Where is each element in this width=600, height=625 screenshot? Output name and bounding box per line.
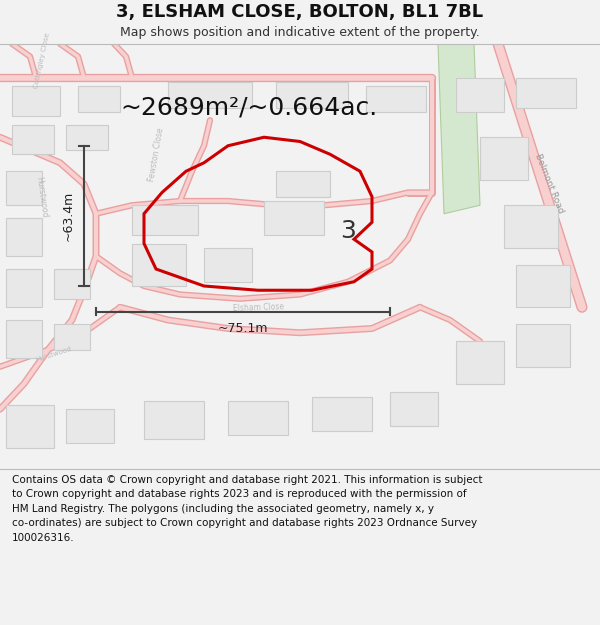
Polygon shape — [54, 324, 90, 350]
Polygon shape — [504, 205, 558, 248]
Text: Fewston Close: Fewston Close — [147, 127, 165, 182]
Text: Hurstwood: Hurstwood — [35, 176, 49, 218]
Polygon shape — [438, 44, 480, 214]
Polygon shape — [6, 269, 42, 308]
Polygon shape — [312, 396, 372, 431]
Polygon shape — [132, 244, 186, 286]
Text: Cottingley Close: Cottingley Close — [33, 32, 51, 89]
Text: ~2689m²/~0.664ac.: ~2689m²/~0.664ac. — [120, 96, 377, 119]
Polygon shape — [168, 82, 252, 107]
Text: ~63.4m: ~63.4m — [62, 191, 75, 241]
Polygon shape — [516, 265, 570, 308]
Text: Contains OS data © Crown copyright and database right 2021. This information is : Contains OS data © Crown copyright and d… — [12, 475, 482, 542]
Polygon shape — [132, 205, 198, 235]
Text: Map shows position and indicative extent of the property.: Map shows position and indicative extent… — [120, 26, 480, 39]
Polygon shape — [480, 138, 528, 180]
Polygon shape — [516, 324, 570, 367]
Text: Belmont Road: Belmont Road — [533, 153, 565, 215]
Polygon shape — [6, 218, 42, 256]
Polygon shape — [12, 86, 60, 116]
Polygon shape — [264, 201, 324, 235]
Polygon shape — [78, 86, 120, 112]
Text: Hurstwood: Hurstwood — [35, 346, 73, 362]
Polygon shape — [6, 171, 42, 205]
Polygon shape — [366, 86, 426, 112]
Polygon shape — [456, 78, 504, 112]
Polygon shape — [12, 124, 54, 154]
Polygon shape — [54, 269, 90, 299]
Polygon shape — [6, 405, 54, 448]
Polygon shape — [456, 341, 504, 384]
Polygon shape — [276, 82, 348, 107]
Polygon shape — [204, 248, 252, 282]
Polygon shape — [276, 171, 330, 197]
Text: 3: 3 — [340, 219, 356, 243]
Text: Elsham Close: Elsham Close — [232, 302, 284, 312]
Polygon shape — [66, 409, 114, 443]
Text: ~75.1m: ~75.1m — [218, 322, 268, 335]
Polygon shape — [390, 392, 438, 426]
Polygon shape — [228, 401, 288, 435]
Polygon shape — [516, 78, 576, 108]
Text: 3, ELSHAM CLOSE, BOLTON, BL1 7BL: 3, ELSHAM CLOSE, BOLTON, BL1 7BL — [116, 3, 484, 21]
Polygon shape — [66, 124, 108, 150]
Polygon shape — [6, 320, 42, 358]
Polygon shape — [144, 401, 204, 439]
